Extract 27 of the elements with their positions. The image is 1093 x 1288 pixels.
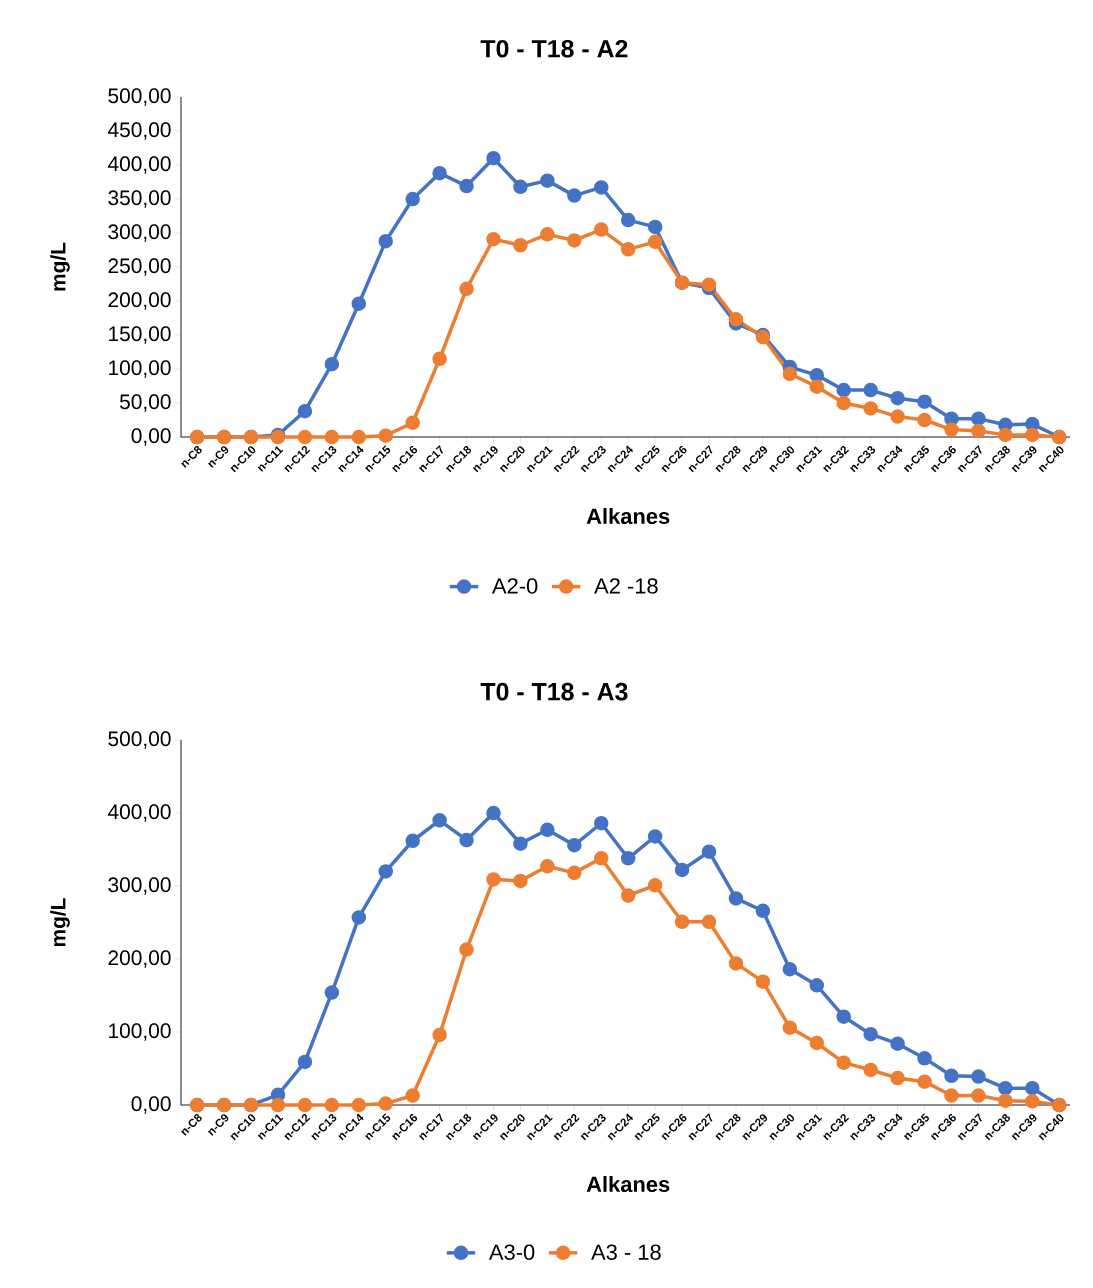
chart-title: T0 - T18 - A2 <box>480 39 628 58</box>
y-tick-label: 450,00 <box>107 122 171 140</box>
legend-label: A3-0 <box>488 1244 535 1260</box>
y-tick-label: 350,00 <box>108 190 171 208</box>
y-tick-label: 250,00 <box>108 258 171 276</box>
x-axis-title: Alkanes <box>586 1175 670 1193</box>
y-tick-label: 300,00 <box>108 224 171 242</box>
y-tick-label: 100,00 <box>109 360 171 378</box>
y-tick-label: 500,00 <box>108 88 171 106</box>
legend-label: A2 -18 <box>594 578 658 594</box>
y-tick-label: 150,00 <box>109 326 171 344</box>
y-tick-label: 0,00 <box>131 428 171 446</box>
y-tick-label: 400,00 <box>107 156 171 174</box>
legend-label: A3 - 18 <box>591 1244 661 1260</box>
y-tick-label: 200,00 <box>108 950 171 968</box>
y-tick-label: 400,00 <box>107 804 171 822</box>
legend-label: A2-0 <box>492 578 538 594</box>
y-tick-label: 100,00 <box>109 1023 171 1041</box>
y-axis-title: mg/L <box>50 898 70 947</box>
y-axis-title: mg/L <box>50 242 70 291</box>
y-tick-label: 0,00 <box>131 1096 171 1114</box>
y-tick-label: 300,00 <box>108 877 171 895</box>
y-tick-label: 500,00 <box>108 731 171 749</box>
x-axis-title: Alkanes <box>586 507 670 525</box>
y-tick-label: 50,00 <box>119 394 171 412</box>
chart-title: T0 - T18 - A3 <box>480 682 628 701</box>
y-tick-label: 200,00 <box>108 292 171 310</box>
